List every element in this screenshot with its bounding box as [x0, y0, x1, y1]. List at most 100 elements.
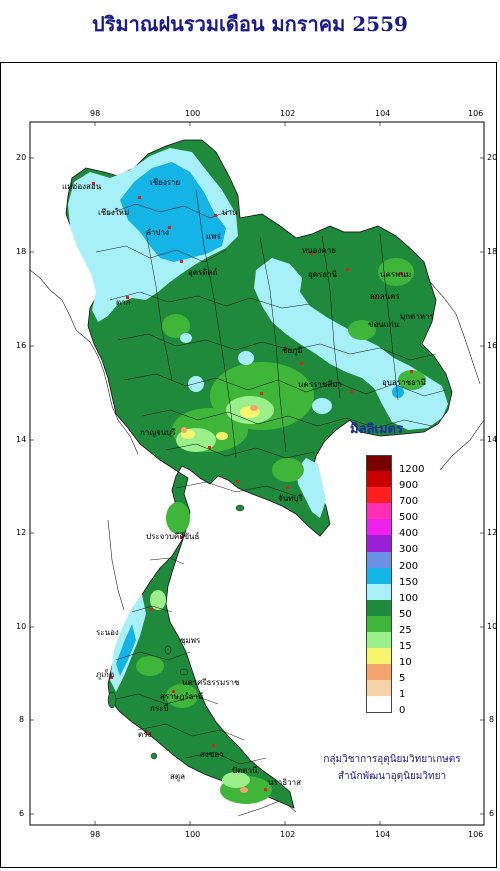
place-label: นครราชสีมา: [298, 380, 342, 389]
legend-swatch: [366, 503, 392, 520]
lat-tick-left: 18: [16, 247, 27, 256]
lat-tick-right: 8: [489, 715, 495, 724]
legend-label: 100: [399, 592, 419, 604]
islands: [107, 504, 245, 760]
lat-tick-left: 8: [19, 715, 25, 724]
place-label: มุกดาหาร: [400, 312, 434, 321]
lon-tick-top: 100: [185, 109, 201, 118]
place-label: ขอนแก่น: [368, 320, 400, 329]
zone-150-spots: [392, 386, 404, 398]
legend-swatch: [366, 648, 392, 665]
place-label: เชียงใหม่: [98, 208, 130, 217]
legend-label: 0: [399, 705, 406, 717]
legend-label: 15: [399, 641, 412, 653]
lon-tick-bottom: 100: [185, 830, 201, 839]
legend-row: 300: [366, 535, 446, 555]
legend-row: 25: [366, 615, 446, 636]
place-label: สตูล: [170, 772, 185, 781]
legend-row: 15: [366, 632, 446, 652]
zone-5: [181, 405, 258, 793]
legend-row: 10: [366, 648, 446, 668]
place-label: กาญจนบุรี: [140, 428, 176, 437]
legend-label: 700: [399, 496, 419, 508]
lon-tick-bottom: 104: [375, 830, 391, 839]
legend-row: 500: [366, 503, 446, 523]
legend-row: 1200: [366, 455, 446, 475]
lat-tick-right: 16: [487, 341, 498, 350]
legend-label: 1: [399, 689, 406, 701]
place-label: อุตรดิตถ์: [188, 268, 218, 277]
zone-100-spots: [180, 333, 332, 414]
legend-label: 500: [399, 512, 419, 524]
lon-tick-top: 104: [375, 109, 391, 118]
legend-swatch: [366, 664, 392, 681]
lat-tick-left: 12: [16, 528, 27, 537]
legend-row: 400: [366, 519, 446, 539]
legend-swatch: [366, 535, 392, 552]
credit-line-1: กลุ่มวิชาการอุตุนิยมวิทยาเกษตร: [323, 754, 461, 765]
legend-row: 0: [366, 696, 446, 716]
place-label: อุบลราชธานี: [382, 378, 426, 387]
zone-150-north: [120, 162, 226, 262]
legend-label: 5: [399, 673, 406, 685]
place-label: น่าน: [222, 208, 238, 217]
place-label: ตรัง: [138, 730, 152, 739]
legend-title: มิลลิเมตร: [350, 422, 403, 437]
map-title: ปริมาณฝนรวมเดือน มกราคม 2559: [92, 12, 408, 36]
legend-label: 400: [399, 528, 419, 540]
place-label: สงขลา: [200, 750, 224, 759]
legend-row: 50: [366, 599, 446, 620]
legend-row: 150: [366, 567, 446, 588]
place-label: ชัยภูมิ: [282, 346, 303, 355]
legend-row: 900: [366, 471, 446, 491]
place-label: ลำปาง: [146, 228, 169, 237]
lat-tick-right: 18: [487, 247, 498, 256]
lat-tick-right: 10: [487, 622, 498, 631]
place-label: แพร่: [206, 232, 221, 241]
place-label: แม่ฮ่องสอน: [62, 182, 102, 191]
lat-tick-right: 14: [487, 435, 498, 444]
place-label: นราธิวาส: [268, 778, 302, 787]
lon-tick-bottom: 98: [90, 830, 101, 839]
place-label: ปัตตานี: [232, 766, 258, 775]
graticule-ticks: [30, 122, 484, 825]
place-label: ชุมพร: [180, 636, 201, 645]
place-label: อุดรธานี: [308, 270, 338, 279]
legend-swatch: [366, 519, 392, 536]
map-frame: [0, 62, 497, 868]
legend-swatch: [366, 680, 392, 697]
place-label: ประจวบคีรีขันธ์: [146, 532, 200, 541]
place-label: สุราษฎร์ธานี: [160, 692, 204, 701]
place-label: นครศรีธรรมราช: [182, 678, 240, 687]
legend-row: 700: [366, 487, 446, 507]
lon-tick-top: 98: [90, 109, 101, 118]
lat-tick-right: 20: [487, 153, 498, 162]
legend-swatch: [366, 583, 392, 600]
place-label: ตาก: [116, 298, 131, 307]
lat-tick-left: 14: [16, 435, 27, 444]
place-label: ระนอง: [96, 628, 119, 637]
legend-label: 50: [399, 608, 412, 620]
legend-label: 150: [399, 576, 419, 588]
zone-150-southwest: [116, 624, 136, 676]
legend-row: 1: [366, 680, 446, 700]
legend-label: 25: [399, 624, 412, 636]
legend-label: 300: [399, 544, 419, 556]
legend-label: 10: [399, 657, 412, 669]
legend-row: 5: [366, 664, 446, 684]
lat-tick-right: 12: [487, 528, 498, 537]
legend-label: 200: [399, 560, 419, 572]
legend-swatch: [366, 455, 392, 472]
legend-swatch: [366, 567, 392, 584]
legend-swatch: [366, 487, 392, 504]
place-label: ภูเก็ต: [96, 670, 115, 679]
legend-label: 1200: [399, 464, 425, 475]
lon-tick-top: 106: [468, 109, 484, 118]
place-label: หนองคาย: [302, 246, 336, 255]
legend-swatch: [366, 599, 392, 616]
place-label: จันทบุรี: [278, 494, 303, 503]
legend-swatch: [366, 632, 392, 649]
place-label: กระบี่: [150, 704, 169, 713]
legend-row: 100: [366, 583, 446, 604]
